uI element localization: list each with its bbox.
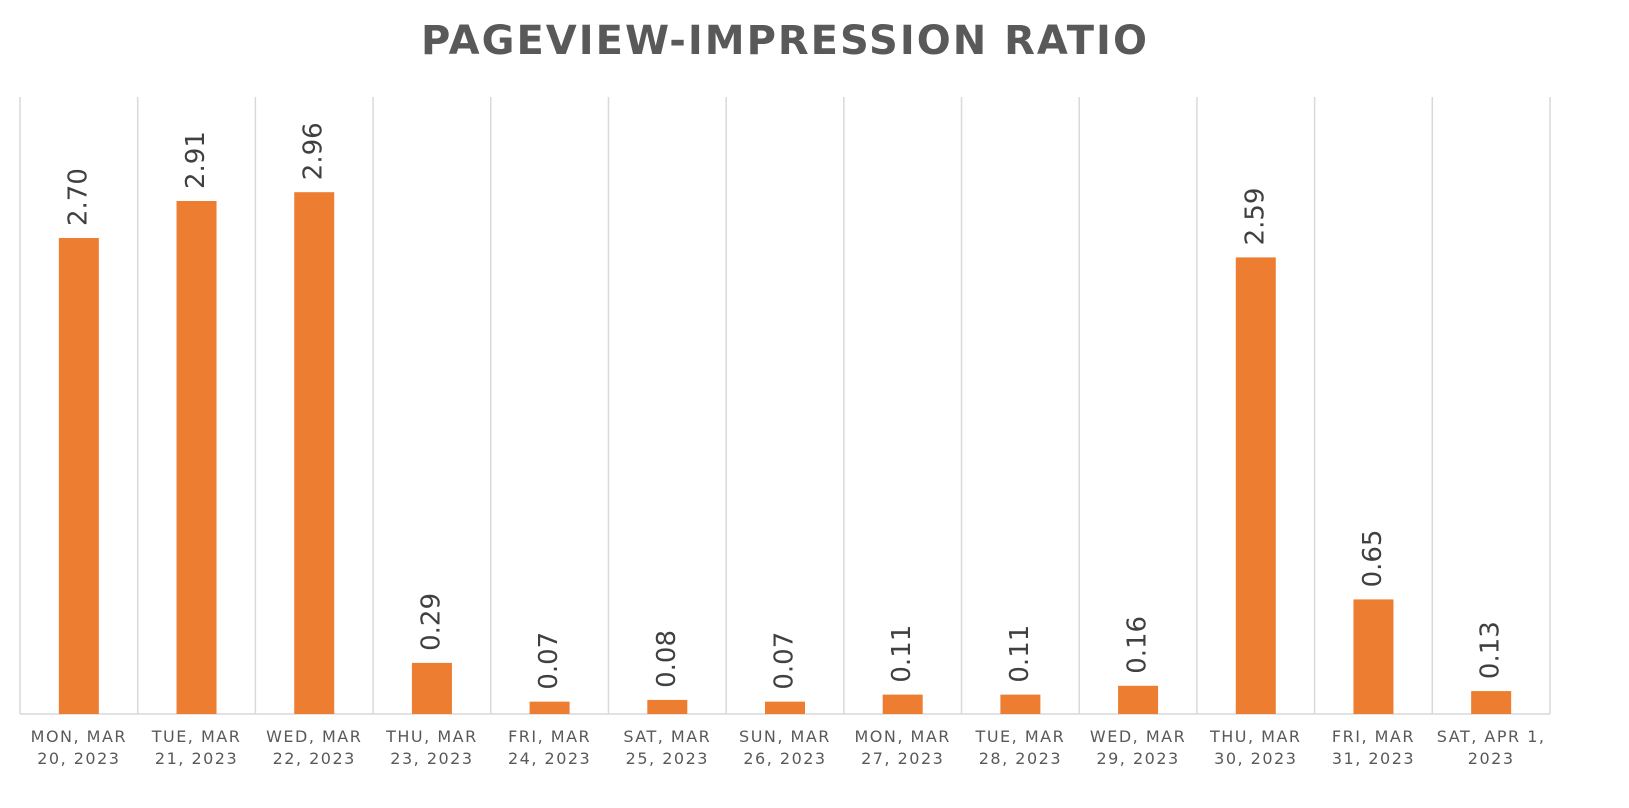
bar [882,694,923,714]
value-label: 0.11 [887,625,917,683]
value-label: 0.07 [534,632,564,690]
x-tick-label: MON, MAR 20, 2023 [30,727,128,768]
x-tick-label: TUE, MAR 21, 2023 [151,727,242,768]
bar [1000,694,1041,714]
value-label: 0.65 [1358,530,1388,588]
value-label: 0.29 [416,593,446,651]
x-tick-label: WED, MAR 29, 2023 [1089,727,1187,768]
bar [411,662,452,714]
bar [1118,685,1159,714]
x-tick-label: THU, MAR 23, 2023 [386,727,478,768]
value-label: 0.13 [1476,621,1506,679]
value-label: 2.70 [63,168,93,226]
value-label: 0.16 [1123,616,1153,674]
bar [58,238,99,714]
value-label: 2.59 [1240,188,1270,246]
x-tick-label: SUN, MAR 26, 2023 [739,727,831,768]
x-tick-label: TUE, MAR 28, 2023 [975,727,1066,768]
bar [529,701,570,714]
x-tick-label: SAT, APR 1, 2023 [1436,727,1546,768]
value-label: 0.08 [652,630,682,688]
bar [294,192,335,715]
value-label: 2.96 [299,122,329,180]
x-tick-label: THU, MAR 30, 2023 [1209,727,1302,768]
value-label: 0.07 [770,632,800,690]
bar [1235,257,1276,714]
x-tick-label: SAT, MAR 25, 2023 [623,727,712,768]
chart-title: PAGEVIEW-IMPRESSION RATIO [421,18,1149,64]
bar [647,699,688,714]
x-tick-label: WED, MAR 22, 2023 [266,727,363,768]
bar [765,701,805,714]
bar [1353,599,1394,714]
value-label: 2.91 [181,131,211,189]
x-tick-label: MON, MAR 27, 2023 [854,727,951,768]
bar [176,201,217,715]
value-label: 0.11 [1005,625,1035,683]
bar [1471,691,1512,714]
x-tick-label: FRI, MAR 24, 2023 [507,727,592,768]
x-tick-label: FRI, MAR 31, 2023 [1331,727,1416,768]
